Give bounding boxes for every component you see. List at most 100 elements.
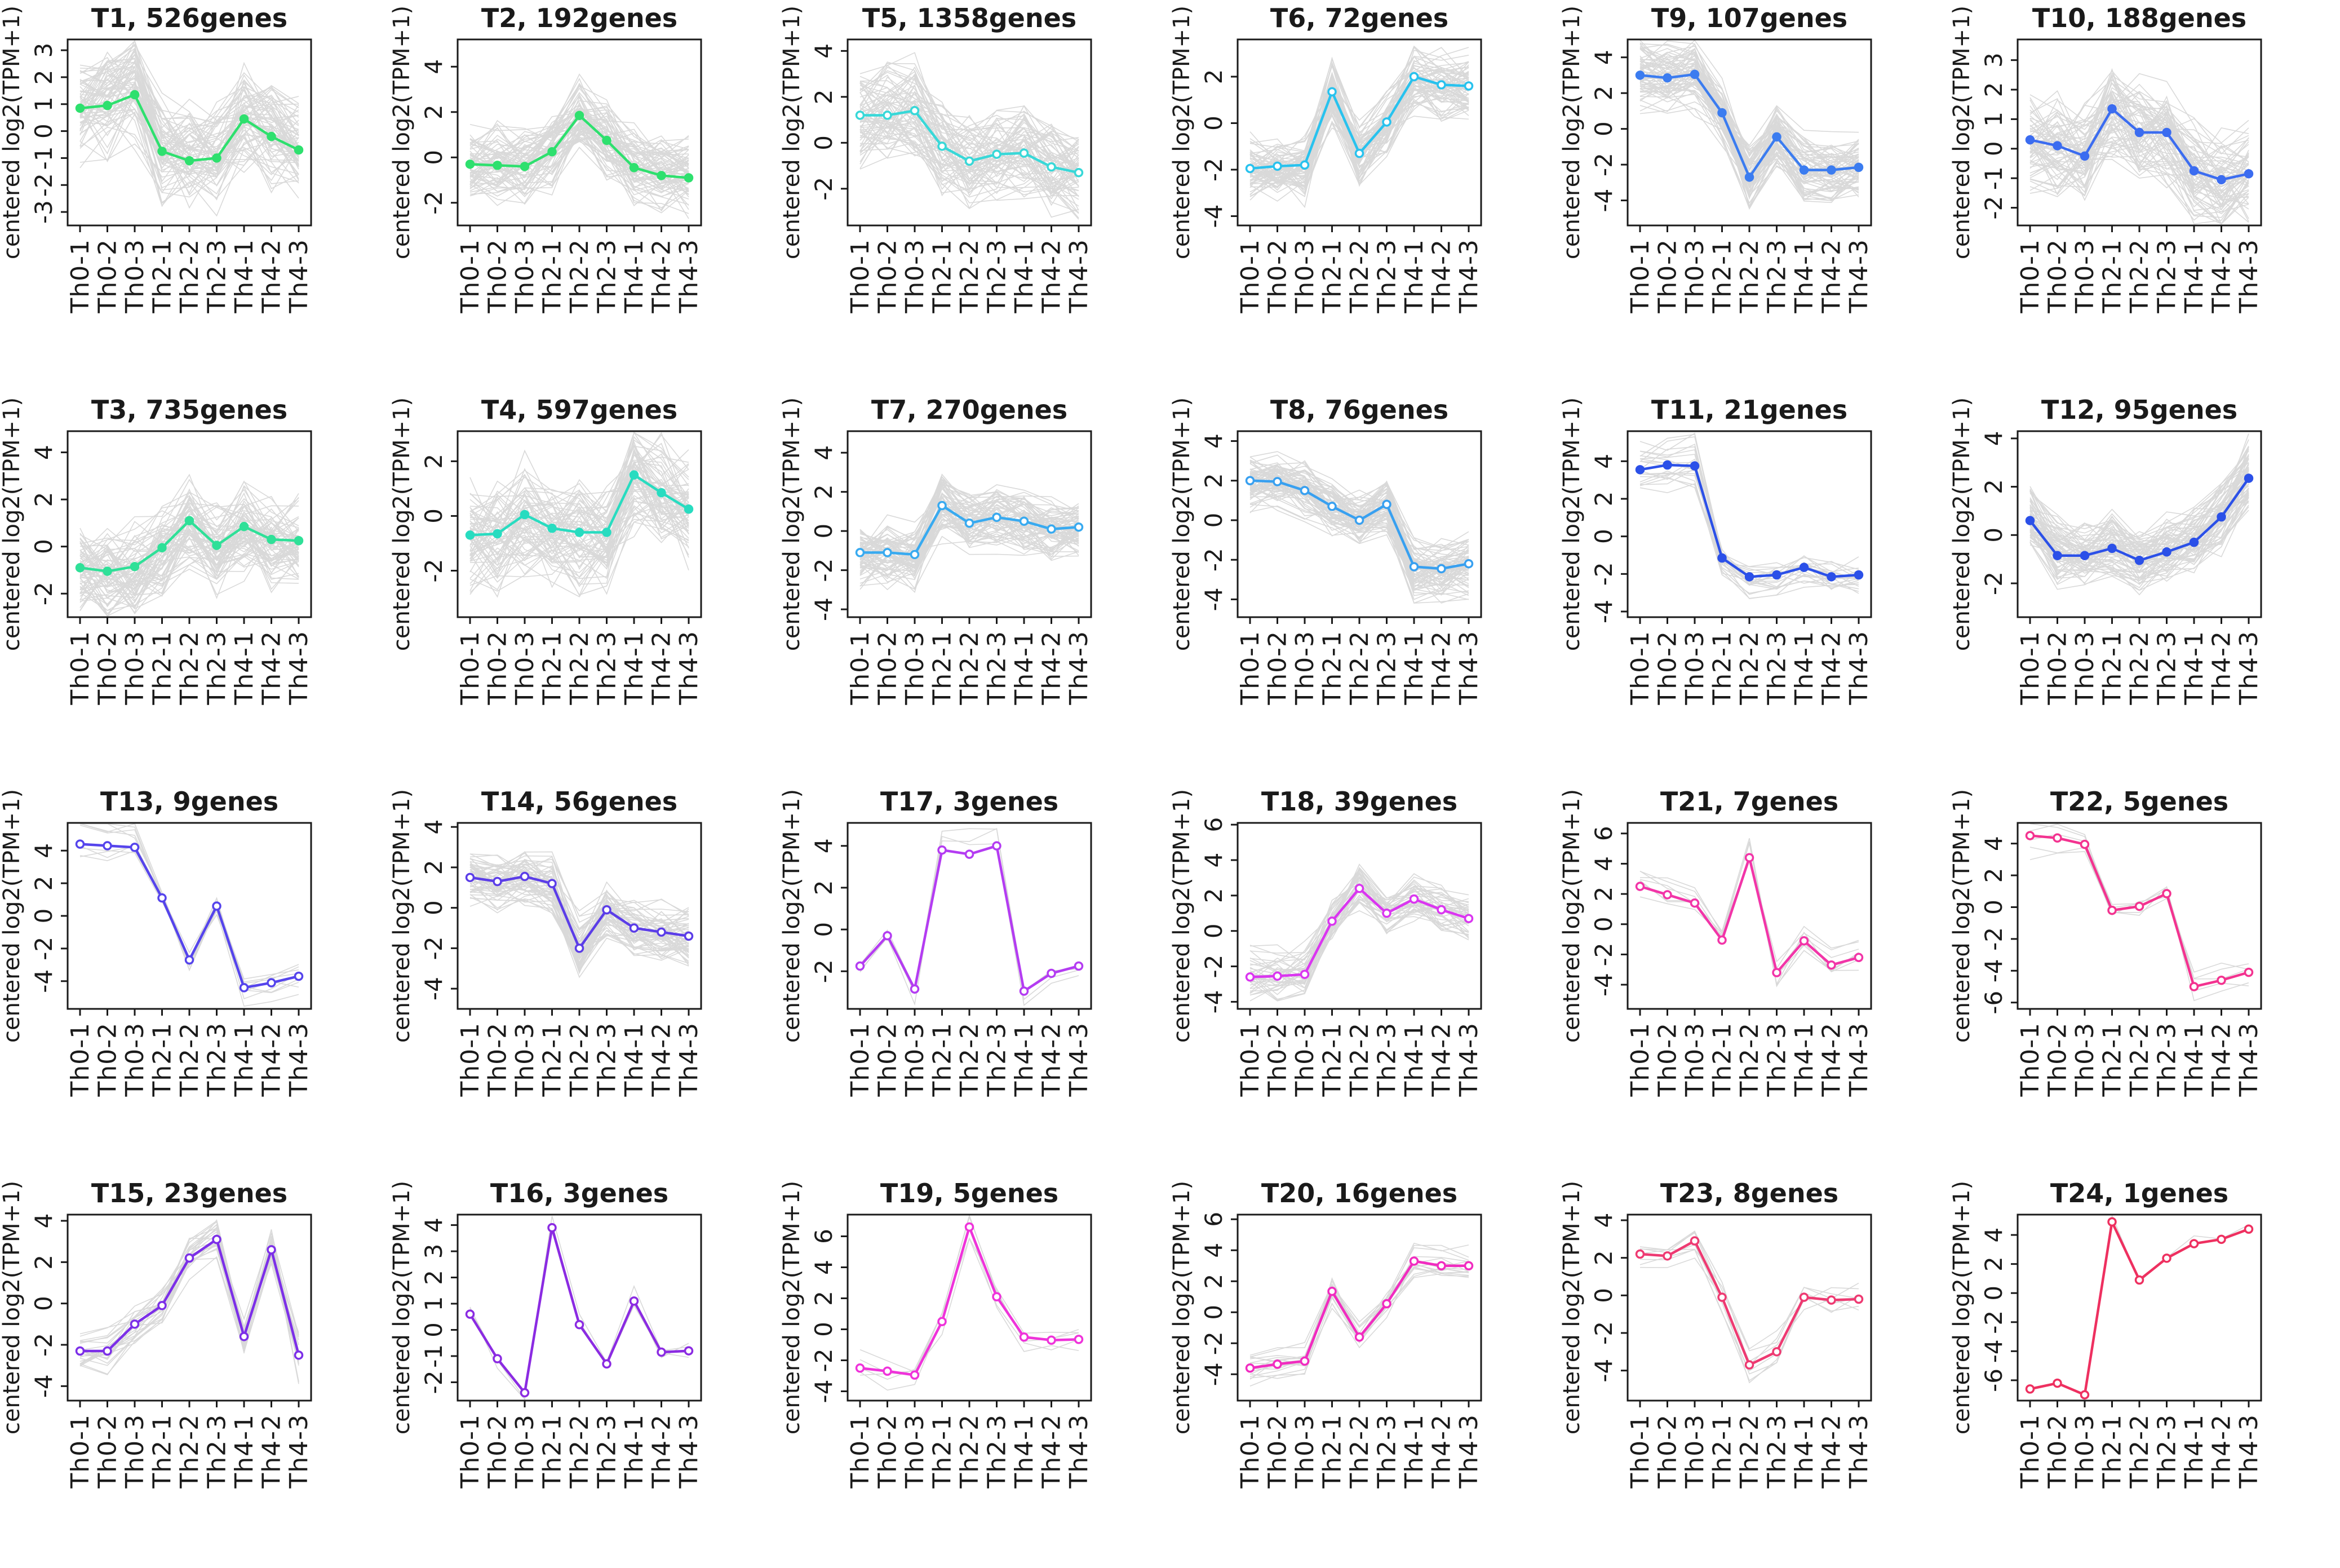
panel-title: T16, 3genes (490, 1178, 668, 1208)
cluster-mean-line (2029, 834, 2249, 989)
y-tick-label: 4 (1200, 1243, 1227, 1258)
x-tick-label: Th2-2 (1735, 1414, 1764, 1489)
data-point-marker (1690, 461, 1700, 471)
x-tick-label: Th0-1 (2016, 1414, 2045, 1489)
gene-trace-lines (1249, 863, 1469, 1002)
y-tick-label: 2 (1980, 868, 2007, 883)
x-tick-label: Th4-2 (1038, 239, 1066, 314)
panel-title: T12, 95genes (2041, 395, 2237, 425)
data-point-marker (855, 548, 865, 557)
data-point-marker (1799, 1292, 1809, 1302)
data-point-marker (883, 931, 892, 941)
panel-title: T7, 270genes (871, 395, 1067, 425)
data-point-marker (1717, 1292, 1727, 1302)
data-point-marker (1772, 968, 1781, 977)
x-tick-label: Th4-2 (258, 631, 286, 706)
y-tick-label: 2 (810, 880, 837, 896)
data-point-marker (1690, 69, 1700, 79)
data-point-marker (157, 147, 167, 156)
x-tick-label: Th4-3 (1455, 631, 1483, 706)
y-tick-label: 2 (810, 1291, 837, 1306)
data-point-marker (75, 839, 85, 849)
data-point-marker (964, 849, 974, 859)
x-tick-label: Th0-2 (1654, 1022, 1682, 1097)
x-tick-label: Th0-2 (1264, 631, 1292, 706)
x-tick-label: Th4-3 (2235, 631, 2263, 706)
data-point-marker (1245, 163, 1255, 174)
x-tick-label: Th4-3 (1065, 1022, 1093, 1097)
y-tick-label: 2 (420, 454, 447, 469)
y-tick-label: 6 (810, 1229, 837, 1244)
y-tick-label: 2 (1980, 1256, 2007, 1272)
y-tick-label: -2 (420, 191, 447, 215)
panel-title: T20, 16genes (1261, 1178, 1457, 1208)
data-point-marker (2217, 175, 2226, 185)
data-point-marker (1382, 909, 1391, 918)
y-tick-label: 4 (1200, 853, 1227, 868)
data-point-marker (937, 141, 947, 151)
y-tick-label: 4 (810, 838, 837, 853)
plot-box (67, 430, 312, 618)
x-tick-label: Th4-3 (285, 1022, 313, 1097)
x-tick-label: Th0-3 (901, 1022, 929, 1097)
data-point-marker (103, 100, 112, 110)
y-tick-label: -4 (810, 1380, 837, 1403)
y-tick-label: 4 (810, 1260, 837, 1275)
x-tick-label: Th4-2 (1428, 1022, 1456, 1097)
plot-box (1237, 430, 1482, 618)
data-point-marker (184, 156, 194, 166)
y-tick-label: -4 (1590, 973, 1617, 996)
y-axis-title: centered log2(TPM+1) (0, 6, 25, 259)
data-point-marker (602, 135, 611, 145)
y-tick-label: -4 (1590, 1359, 1617, 1383)
data-point-marker (1019, 1332, 1029, 1342)
data-point-marker (1744, 1360, 1754, 1370)
x-tick-label: Th4-1 (620, 1022, 649, 1097)
y-axis-title: centered log2(TPM+1) (0, 1181, 25, 1434)
cluster-mean-line (859, 1223, 1079, 1377)
x-tick-label: Th2-3 (2153, 631, 2182, 706)
x-tick-label: Th2-2 (565, 239, 594, 314)
x-tick-label: Th0-3 (511, 239, 539, 314)
x-tick-label: Th0-3 (1291, 631, 1319, 706)
panel-title: T10, 188genes (2032, 3, 2246, 33)
y-tick-label: 0 (30, 1296, 57, 1311)
data-point-marker (964, 1222, 974, 1232)
x-tick-label: Th4-1 (1790, 1414, 1819, 1489)
x-tick-label: Th2-1 (2098, 1022, 2127, 1097)
panel-title: T2, 192genes (481, 3, 677, 33)
data-point-marker (294, 145, 304, 155)
data-point-marker (2025, 1384, 2035, 1394)
data-point-marker (1772, 132, 1781, 142)
x-tick-label: Th0-1 (456, 239, 485, 314)
x-tick-label: Th4-2 (2208, 239, 2236, 314)
x-tick-label: Th2-1 (1318, 239, 1347, 314)
y-tick-label: 0 (1980, 528, 2007, 543)
data-point-marker (1074, 522, 1084, 532)
data-point-marker (2244, 1224, 2254, 1234)
y-tick-label: 0 (420, 508, 447, 524)
y-tick-label: 2 (420, 1270, 447, 1285)
data-point-marker (1663, 73, 1672, 83)
x-tick-label: Th2-3 (1763, 1414, 1792, 1489)
y-tick-label: 2 (1980, 82, 2007, 98)
data-point-marker (2025, 831, 2035, 840)
x-tick-label: Th2-1 (1708, 631, 1737, 706)
data-point-marker (657, 488, 666, 498)
cluster-panel-t22: T22, 5genes centered log2(TPM+1) -6 -4 -2 0 2 4… (1950, 783, 2340, 1175)
data-point-marker (910, 1370, 920, 1380)
data-point-marker (574, 1319, 584, 1330)
y-tick-label: -2 (30, 582, 57, 605)
data-point-marker (1717, 553, 1727, 563)
y-tick-label: 2 (810, 89, 837, 104)
data-point-marker (520, 162, 530, 171)
data-point-marker (910, 550, 920, 560)
x-tick-label: Th2-1 (928, 631, 957, 706)
data-point-marker (1464, 914, 1474, 923)
x-tick-label: Th0-3 (1681, 1022, 1709, 1097)
data-point-marker (1635, 882, 1645, 891)
x-tick-label: Th2-1 (1318, 1414, 1347, 1489)
panel-title: T11, 21genes (1651, 395, 1847, 425)
y-tick-label: 4 (1590, 856, 1617, 871)
panel-title: T23, 8genes (1660, 1178, 1838, 1208)
